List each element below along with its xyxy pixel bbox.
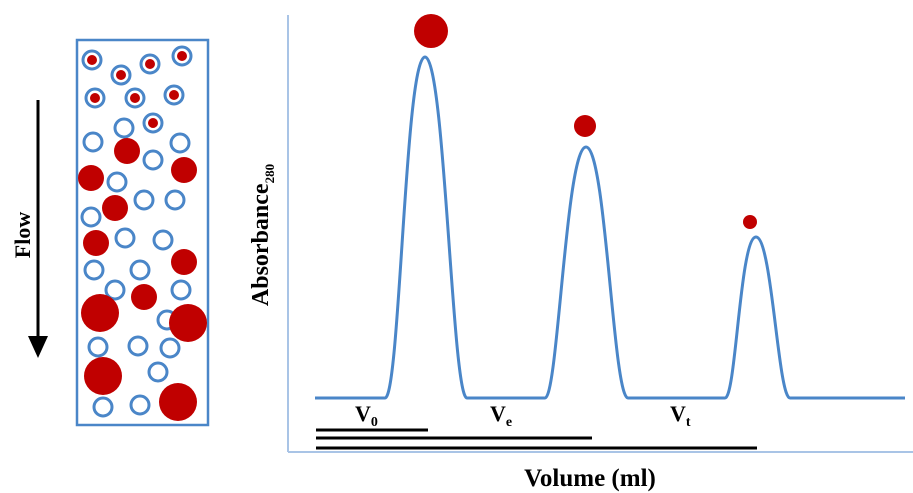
label-part: V: [490, 401, 506, 426]
arrow-part: [28, 336, 48, 358]
ve-label: Ve: [490, 401, 512, 430]
bead: [83, 259, 105, 281]
molecule: [116, 70, 126, 80]
label-part: 0: [371, 415, 378, 430]
bead: [114, 227, 136, 249]
small-molecule: [743, 215, 757, 229]
y-label-subscript: 280: [262, 164, 277, 184]
molecule: [169, 304, 207, 342]
bead: [80, 206, 102, 228]
molecule: [177, 51, 187, 61]
molecule: [102, 195, 128, 221]
molecule: [148, 118, 158, 128]
molecule: [87, 55, 97, 65]
bead: [82, 131, 104, 153]
column: [75, 38, 210, 427]
label-part: V: [670, 401, 686, 426]
molecule: [81, 294, 119, 332]
bead: [92, 396, 114, 418]
bead: [106, 171, 128, 193]
medium-molecule: [574, 115, 596, 137]
x-axis-label: Volume (ml): [524, 465, 656, 492]
molecule: [159, 383, 197, 421]
molecule: [84, 357, 122, 395]
molecule: [169, 90, 179, 100]
label-part: e: [506, 415, 512, 430]
bead: [169, 132, 191, 154]
label-part: t: [686, 415, 691, 430]
molecule: [78, 165, 104, 191]
y-label-text: Absorbance: [248, 183, 274, 306]
vt-label: Vt: [670, 401, 691, 430]
v0-label: V0: [355, 401, 378, 430]
bead: [129, 259, 151, 281]
molecule: [171, 249, 197, 275]
bead: [113, 117, 135, 139]
bead: [152, 229, 174, 251]
bead: [104, 279, 126, 301]
bound-beads: [81, 45, 193, 134]
bead: [164, 189, 186, 211]
free-molecules: [78, 138, 207, 421]
bead: [129, 394, 151, 416]
bead: [133, 189, 155, 211]
bead: [142, 149, 164, 171]
empty-beads: [80, 117, 192, 418]
y-axis-label: Absorbance280: [248, 164, 277, 306]
bead: [87, 336, 109, 358]
bead: [127, 335, 149, 357]
molecule: [83, 230, 109, 256]
molecule: [145, 59, 155, 69]
bead: [147, 361, 169, 383]
molecule: [171, 157, 197, 183]
molecule: [131, 284, 157, 310]
molecule: [130, 93, 140, 103]
molecule: [114, 138, 140, 164]
bead: [159, 337, 181, 359]
large-molecule: [414, 14, 448, 48]
flow-arrow: [28, 100, 48, 358]
flow-label: Flow: [10, 212, 35, 259]
molecule: [90, 93, 100, 103]
label-part: V: [355, 401, 371, 426]
elution-curve: [315, 55, 905, 400]
bead: [170, 279, 192, 301]
